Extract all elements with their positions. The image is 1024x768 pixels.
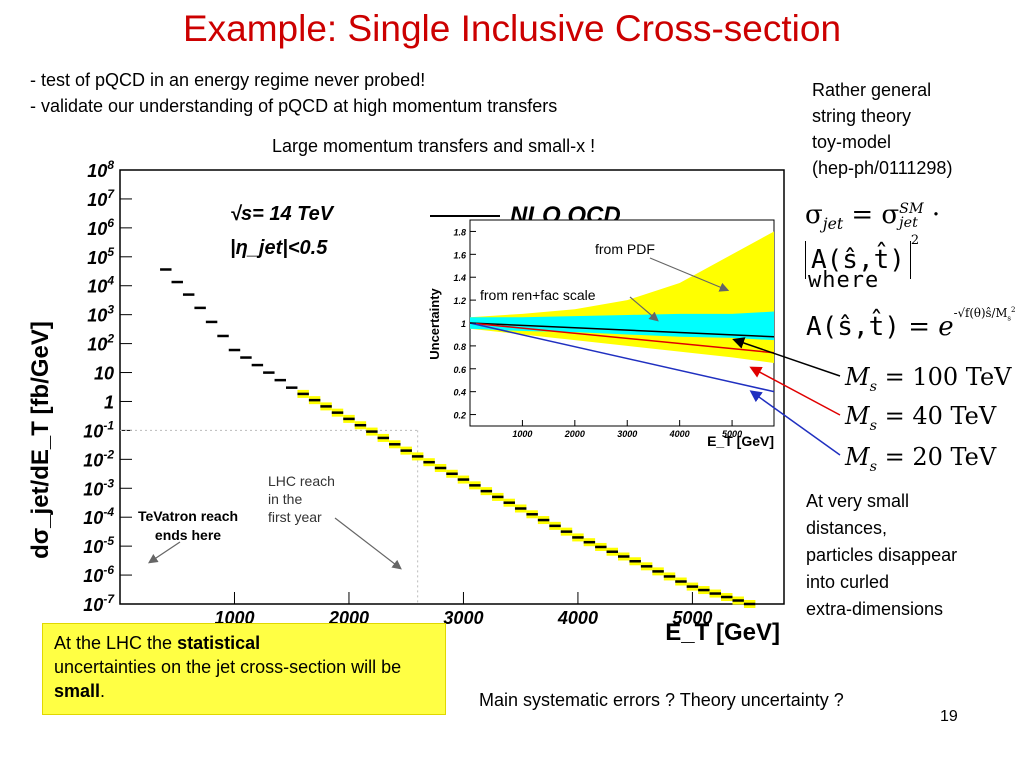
toy-line: toy-model [812, 132, 892, 152]
extra-dimensions-note: At very small distances, particles disap… [806, 488, 1016, 623]
inset-y-tick-label: 1 [461, 319, 466, 329]
amplitude: A(ŝ,t̂) [805, 241, 911, 280]
where-label: where [808, 268, 880, 293]
ms-ratio-line [469, 322, 775, 393]
inset-x-tick-label: 2000 [564, 429, 585, 439]
tevatron-arrow [148, 541, 181, 564]
ms-40-label: Ms = 40 TeV [845, 402, 997, 434]
annotation-eta: |η_jet|<0.5 [230, 237, 328, 259]
inset-x-tick-label: 5000 [722, 429, 742, 439]
lhc-line: LHC reach [268, 473, 335, 489]
note-line: distances, [806, 518, 888, 538]
uncertainty-inset-chart: 1.8 1.6 1.4 1.2 1 0.8 0.6 0.4 0.2 1000 2000 3000 40… [427, 219, 775, 449]
arrow-ms-40 [749, 366, 841, 416]
note-line: into curled [806, 572, 890, 592]
x-tick-label: 5000 [672, 608, 712, 628]
note-line: extra-dimensions [806, 599, 944, 619]
tevatron-reach-note: TeVatron reach ends here [123, 507, 253, 545]
arrow-ms-20 [749, 390, 841, 456]
x-axis-label: E_T [GeV] [665, 619, 780, 646]
inset-y-tick-label: 1.6 [453, 250, 467, 260]
y-tick-label: 1 [104, 392, 114, 412]
y-axis-label: dσ_jet/dE_T [fb/GeV] [27, 321, 54, 559]
slide-title: Example: Single Inclusive Cross-section [182, 8, 842, 49]
inset-y-tick-label: 0.2 [453, 411, 466, 421]
sigma-jet-formula: σjet = σ SM jet · A(ŝ,t̂)2 [805, 200, 1024, 280]
inset-y-tick-label: 0.4 [453, 388, 466, 398]
inset-x-tick-label: 4000 [669, 429, 690, 439]
pdf-arrow [649, 257, 730, 292]
systematics-question: Main systematic errors ? Theory uncertai… [479, 690, 844, 710]
inset-x-label: E_T [GeV] [707, 433, 774, 449]
lhc-line: first year [268, 509, 322, 525]
bullet-2: - validate our understanding of pQCD at … [30, 96, 558, 116]
toy-model-note: Rather general string theory toy-model (… [812, 77, 1012, 181]
ms-100-label: Ms = 100 TeV [845, 363, 1012, 395]
x-tick-label: 4000 [557, 608, 598, 628]
toy-line: Rather general [812, 80, 932, 100]
pdf-annotation: from PDF [595, 241, 655, 257]
y-axis-title: dσ_jet/dE_T [fb/GeV] [27, 321, 54, 559]
inset-y-tick-label: 0.6 [453, 365, 467, 375]
scale-annotation: from ren+fac scale [480, 287, 596, 303]
page-number: 19 [940, 708, 958, 725]
lhc-line: in the [268, 491, 303, 507]
slide-subtitle: Large momentum transfers and small-x ! [272, 136, 596, 156]
tev-line: ends here [154, 527, 222, 543]
bullet-1: - test of pQCD in an energy regime never… [30, 70, 426, 90]
scale-arrow [629, 296, 659, 322]
ms-ratio-line [469, 322, 775, 338]
arrow-ms-100 [732, 337, 841, 377]
toy-line: (hep-ph/0111298) [812, 158, 953, 178]
toy-line: string theory [812, 106, 912, 126]
inset-y-tick-label: 1.2 [453, 296, 466, 306]
inset-y-tick-label: 1.8 [453, 227, 466, 237]
lhc-reach-note: LHC reach in the first year [268, 472, 368, 526]
inset-x-tick-label: 3000 [617, 429, 637, 439]
note-line: particles disappear [806, 545, 958, 565]
ms-ratio-line [469, 322, 775, 354]
inset-y-label: Uncertainty [427, 287, 442, 359]
amplitude-formula: A(ŝ,t̂) = e-√f(θ)ŝ/Ms2 [806, 305, 1016, 342]
inset-y-tick-label: 1.4 [453, 273, 466, 283]
annotation-sqrt-s: √s= 14 TeV [230, 203, 335, 225]
tev-line: TeVatron reach [137, 508, 239, 524]
y-tick-label: 10 [94, 364, 114, 384]
inset-x-tick-label: 1000 [512, 429, 532, 439]
lhc-arrow [334, 517, 402, 570]
statistical-note-box: At the LHC the statistical uncertainties… [42, 623, 446, 715]
ms-20-label: Ms = 20 TeV [845, 443, 997, 475]
inset-y-tick-label: 0.8 [453, 342, 466, 352]
note-line: At very small [806, 491, 910, 511]
x-tick-label: 3000 [443, 608, 483, 628]
